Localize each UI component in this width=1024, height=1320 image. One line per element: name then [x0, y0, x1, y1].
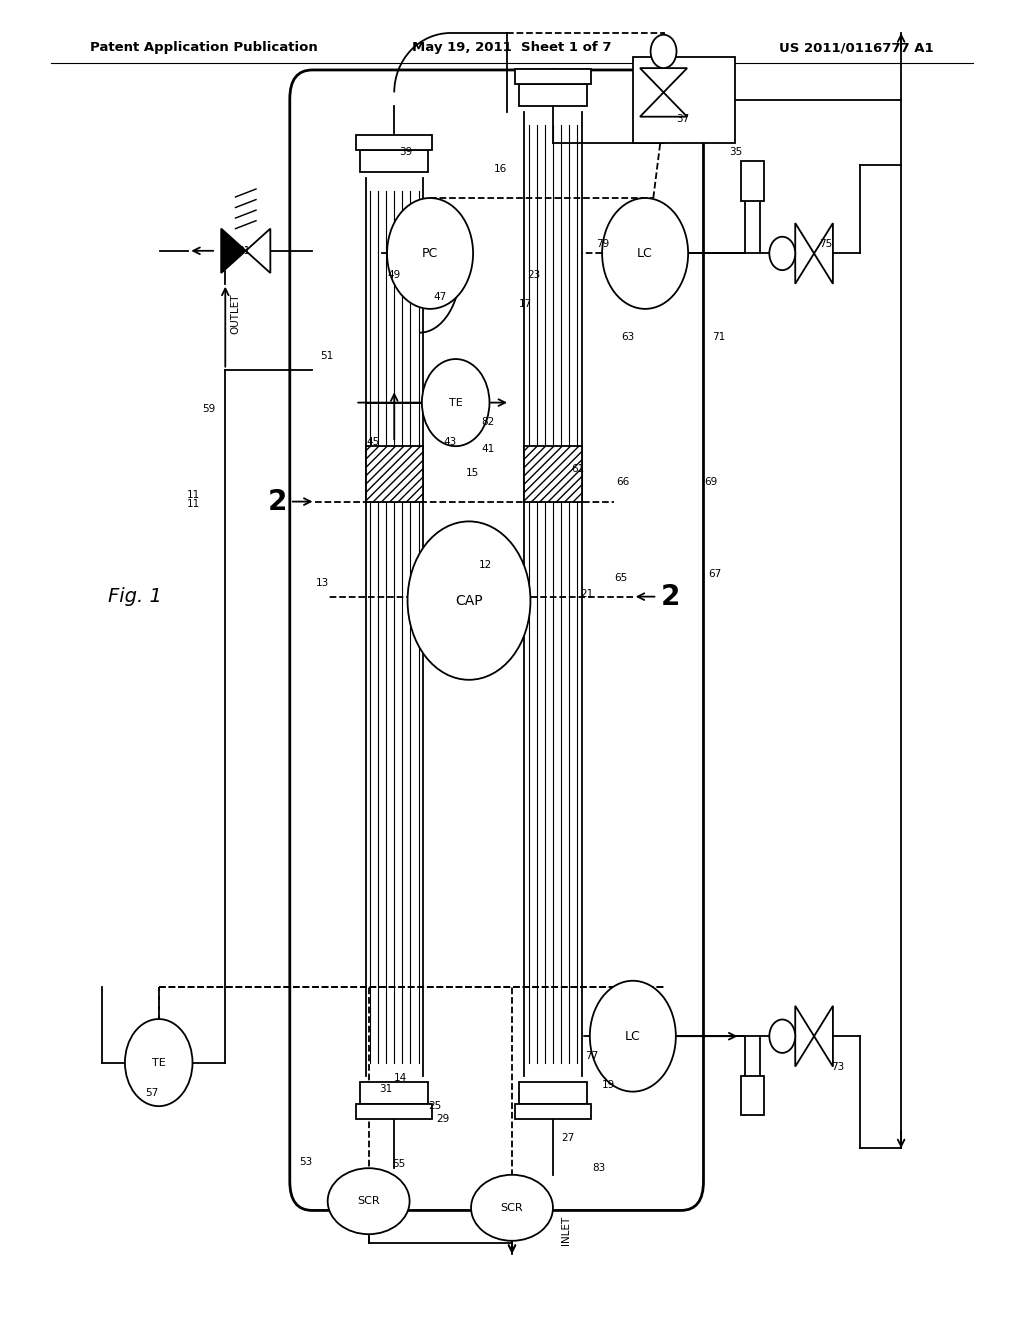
Text: 49: 49	[387, 269, 400, 280]
Polygon shape	[796, 223, 814, 284]
Text: 55: 55	[392, 1159, 406, 1170]
Text: INLET: INLET	[561, 1216, 571, 1245]
Text: 51: 51	[321, 351, 334, 362]
Text: 17: 17	[519, 298, 532, 309]
Text: 45: 45	[367, 437, 380, 447]
Text: 83: 83	[592, 1163, 605, 1173]
Bar	[515, 69, 591, 84]
Polygon shape	[796, 1006, 814, 1067]
Text: 31: 31	[379, 1084, 392, 1094]
Ellipse shape	[328, 1168, 410, 1234]
Text: 2: 2	[660, 582, 680, 611]
Bar	[356, 135, 432, 150]
Bar	[741, 1076, 764, 1115]
Polygon shape	[246, 228, 270, 273]
Bar	[519, 1082, 587, 1104]
Text: SCR: SCR	[357, 1196, 380, 1206]
Circle shape	[387, 198, 473, 309]
Text: LC: LC	[637, 247, 653, 260]
Polygon shape	[221, 228, 246, 273]
Bar	[366, 446, 423, 502]
Bar	[633, 57, 735, 143]
Circle shape	[650, 34, 677, 69]
Text: Patent Application Publication: Patent Application Publication	[90, 41, 317, 54]
Bar	[360, 1082, 428, 1104]
Ellipse shape	[471, 1175, 553, 1241]
Text: 27: 27	[561, 1133, 574, 1143]
Circle shape	[769, 1019, 796, 1053]
Bar	[360, 150, 428, 172]
Text: TE: TE	[152, 1057, 166, 1068]
Circle shape	[590, 981, 676, 1092]
Text: May 19, 2011  Sheet 1 of 7: May 19, 2011 Sheet 1 of 7	[413, 41, 611, 54]
Text: 15: 15	[466, 467, 479, 478]
Polygon shape	[814, 1006, 833, 1067]
Circle shape	[602, 198, 688, 309]
Text: 12: 12	[479, 560, 493, 570]
Circle shape	[769, 236, 796, 271]
Text: 11: 11	[186, 499, 200, 510]
Text: 37: 37	[676, 114, 689, 124]
Polygon shape	[640, 69, 687, 92]
Text: LC: LC	[625, 1030, 641, 1043]
Text: 39: 39	[399, 147, 413, 157]
Text: 63: 63	[622, 331, 635, 342]
Text: 61: 61	[571, 463, 585, 474]
Text: 35: 35	[729, 147, 742, 157]
Polygon shape	[814, 223, 833, 284]
Text: 47: 47	[433, 292, 446, 302]
Text: 2: 2	[267, 487, 287, 516]
Bar	[515, 1104, 591, 1119]
Text: OUTLET: OUTLET	[230, 294, 241, 334]
Text: 73: 73	[831, 1061, 845, 1072]
Text: 16: 16	[494, 164, 507, 174]
Text: 75: 75	[819, 239, 833, 249]
Bar	[519, 84, 587, 106]
Text: 11: 11	[186, 490, 200, 500]
Text: SCR: SCR	[501, 1203, 523, 1213]
Circle shape	[125, 1019, 193, 1106]
Circle shape	[408, 521, 530, 680]
FancyBboxPatch shape	[290, 70, 703, 1210]
Bar	[741, 161, 764, 201]
Text: 57: 57	[145, 1088, 159, 1098]
Text: 66: 66	[616, 477, 630, 487]
Text: 79: 79	[596, 239, 609, 249]
Text: PC: PC	[422, 247, 438, 260]
Text: 69: 69	[705, 477, 718, 487]
Circle shape	[422, 359, 489, 446]
Text: US 2011/0116777 A1: US 2011/0116777 A1	[779, 41, 934, 54]
Text: 67: 67	[709, 569, 722, 579]
Text: 13: 13	[315, 578, 329, 589]
Bar	[524, 446, 582, 502]
Polygon shape	[640, 92, 687, 116]
Text: 53: 53	[299, 1156, 312, 1167]
Text: CAP: CAP	[456, 594, 482, 607]
Text: 29: 29	[436, 1114, 450, 1125]
Text: 71: 71	[712, 331, 725, 342]
Text: 19: 19	[602, 1080, 615, 1090]
Text: 77: 77	[585, 1051, 598, 1061]
Text: 81: 81	[238, 246, 251, 256]
Bar	[356, 1104, 432, 1119]
Text: 59: 59	[202, 404, 215, 414]
Text: TE: TE	[449, 397, 463, 408]
Text: Fig. 1: Fig. 1	[108, 587, 162, 606]
Text: 82: 82	[481, 417, 495, 428]
Text: 25: 25	[428, 1101, 441, 1111]
Text: 43: 43	[443, 437, 457, 447]
Text: 41: 41	[481, 444, 495, 454]
Text: 65: 65	[614, 573, 628, 583]
Text: 14: 14	[394, 1073, 408, 1084]
Text: 23: 23	[527, 269, 541, 280]
Text: 21: 21	[581, 589, 594, 599]
